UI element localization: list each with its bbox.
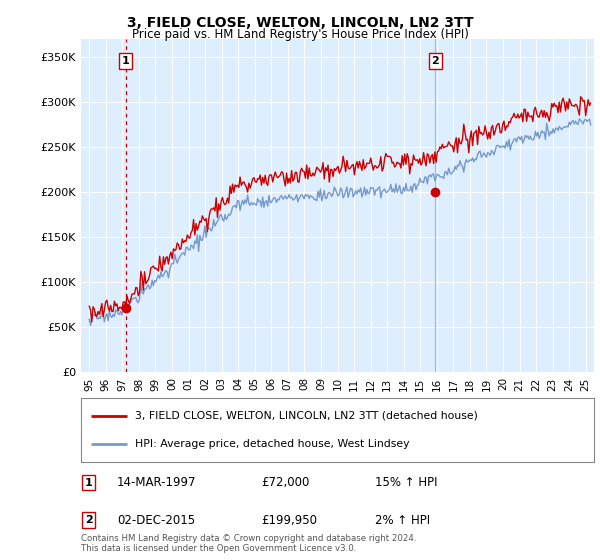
Text: 2% ↑ HPI: 2% ↑ HPI <box>375 514 430 527</box>
Text: Price paid vs. HM Land Registry's House Price Index (HPI): Price paid vs. HM Land Registry's House … <box>131 28 469 41</box>
Text: 1: 1 <box>122 56 130 66</box>
Text: £199,950: £199,950 <box>261 514 317 527</box>
Text: 1: 1 <box>85 478 92 488</box>
Text: 14-MAR-1997: 14-MAR-1997 <box>117 476 197 489</box>
Text: £72,000: £72,000 <box>261 476 310 489</box>
Text: 3, FIELD CLOSE, WELTON, LINCOLN, LN2 3TT (detached house): 3, FIELD CLOSE, WELTON, LINCOLN, LN2 3TT… <box>135 410 478 421</box>
Text: 2: 2 <box>431 56 439 66</box>
Text: 2: 2 <box>85 515 92 525</box>
Text: HPI: Average price, detached house, West Lindsey: HPI: Average price, detached house, West… <box>135 439 409 449</box>
Text: 02-DEC-2015: 02-DEC-2015 <box>117 514 195 527</box>
Text: 15% ↑ HPI: 15% ↑ HPI <box>375 476 437 489</box>
Text: Contains HM Land Registry data © Crown copyright and database right 2024.
This d: Contains HM Land Registry data © Crown c… <box>81 534 416 553</box>
Text: 3, FIELD CLOSE, WELTON, LINCOLN, LN2 3TT: 3, FIELD CLOSE, WELTON, LINCOLN, LN2 3TT <box>127 16 473 30</box>
